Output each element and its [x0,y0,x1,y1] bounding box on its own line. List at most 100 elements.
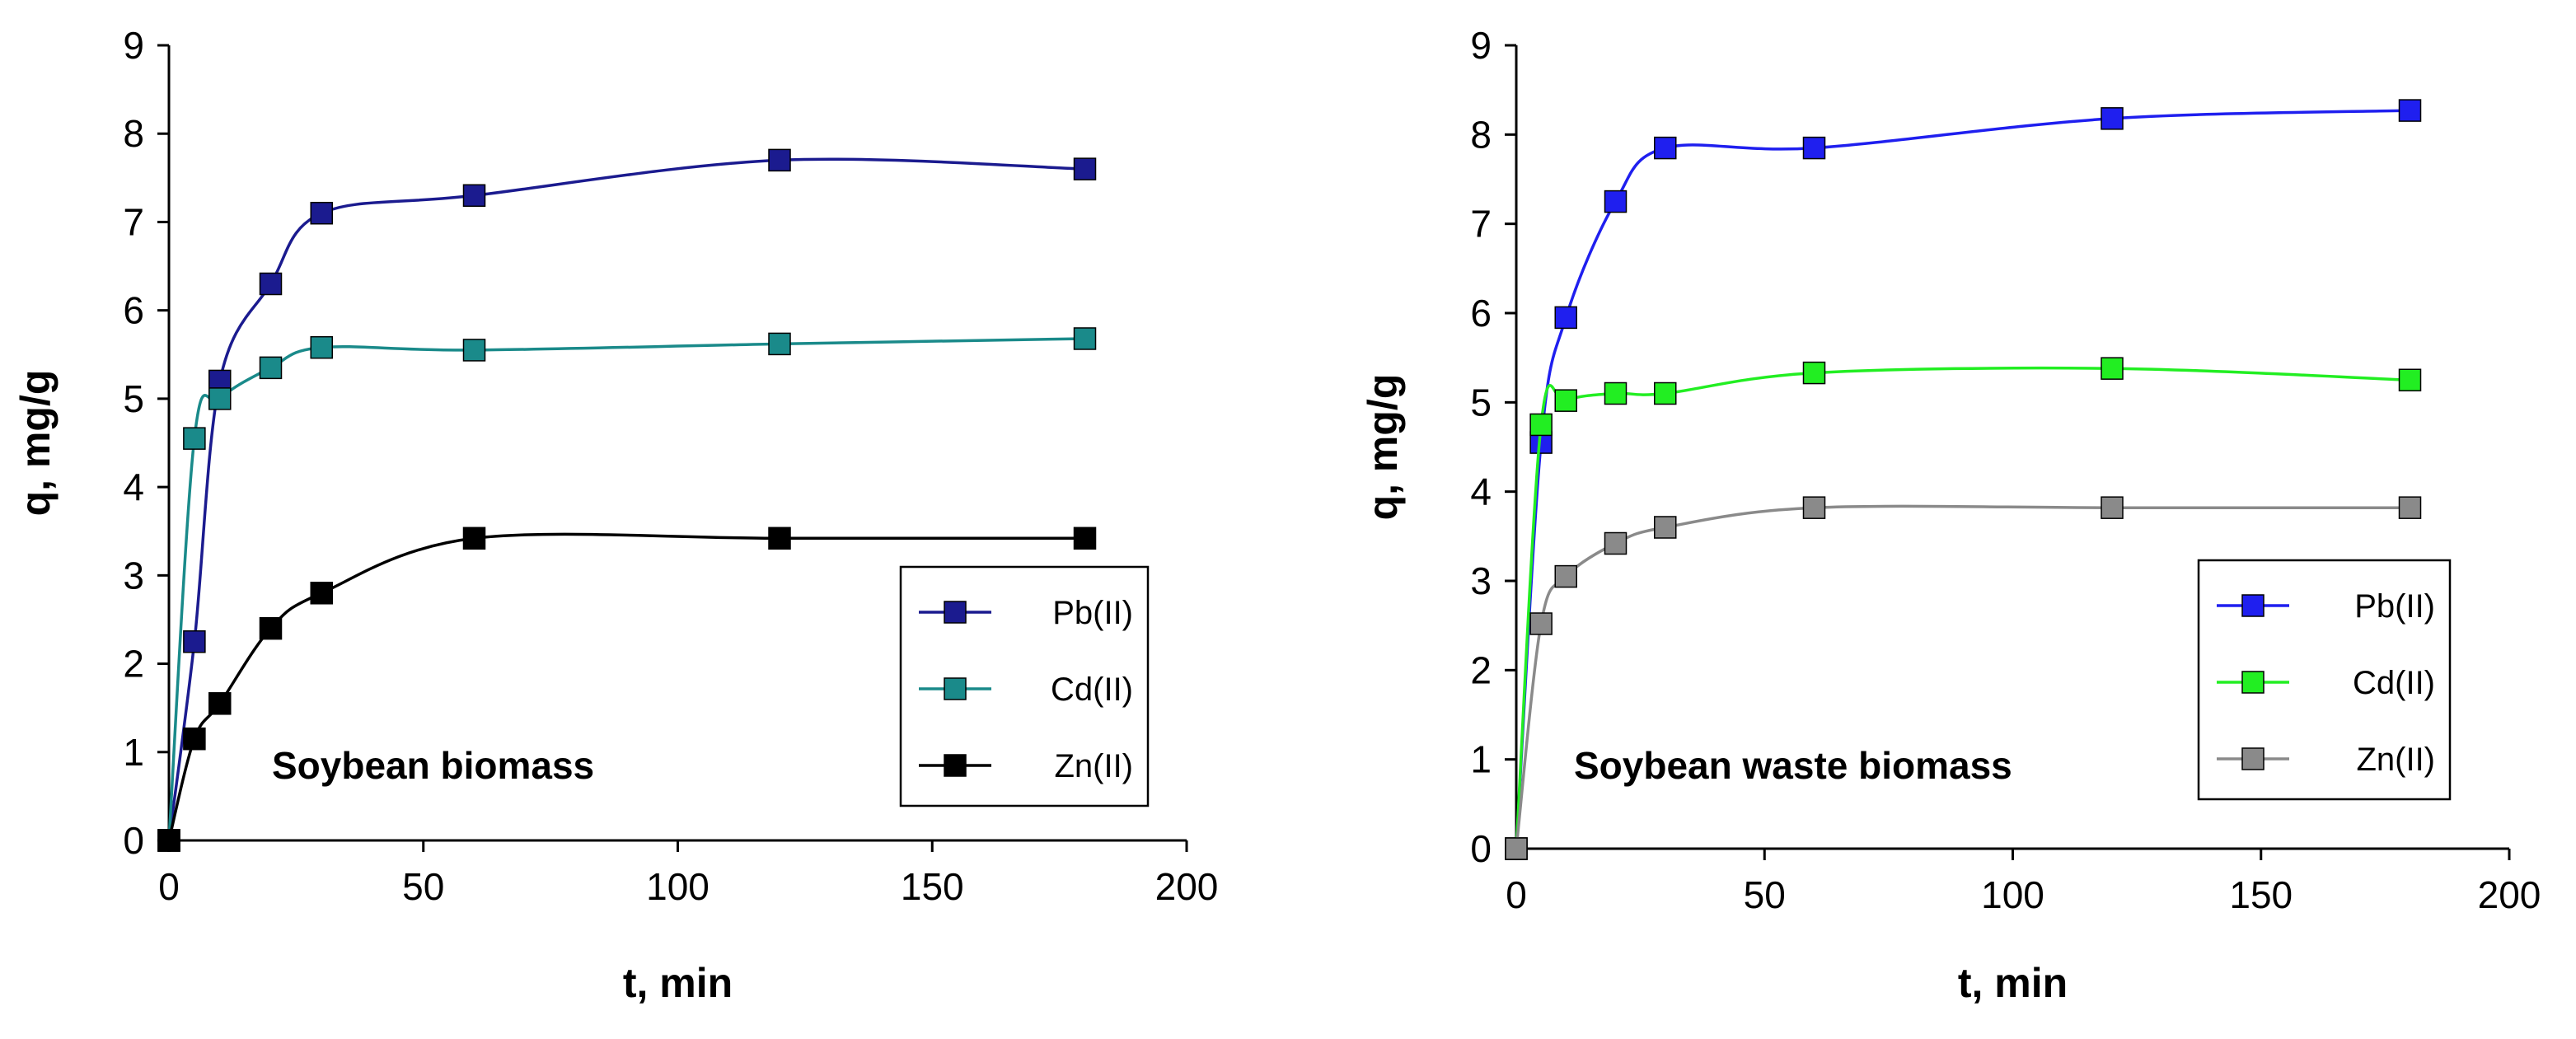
data-point-marker [2101,496,2124,519]
data-point-marker [310,201,333,225]
data-point-marker [768,527,791,550]
data-point-marker [259,616,283,640]
y-tick-label: 0 [123,819,144,862]
legend-marker [944,754,967,777]
y-tick-label: 7 [123,200,144,243]
y-tick-label: 2 [1470,648,1492,691]
y-tick-label: 9 [123,24,144,67]
y-tick-label: 4 [1470,470,1492,513]
data-point-marker [1554,564,1577,588]
x-tick-label: 150 [2229,873,2293,916]
data-point-marker [1604,190,1628,213]
y-axis-label: q, mg/g [1360,374,1406,521]
data-point-marker [1604,531,1628,555]
series-zn-ii- [157,527,1097,852]
legend-label: Zn(II) [1054,748,1133,784]
x-axis-label: t, min [1958,960,2068,1006]
y-tick-label: 5 [1470,381,1492,424]
data-point-marker [462,527,486,550]
y-tick-label: 3 [1470,559,1492,602]
legend-marker [2241,747,2265,770]
y-tick-label: 8 [1470,113,1492,156]
legend-label: Cd(II) [2353,665,2435,701]
data-point-marker [1802,496,1826,519]
data-point-marker [1802,136,1826,160]
data-point-marker [1554,306,1577,330]
legend-marker [944,677,967,700]
data-point-marker [2398,496,2422,519]
x-tick-label: 100 [646,865,710,908]
data-point-marker [157,829,180,852]
y-tick-label: 5 [123,377,144,420]
legend-label: Zn(II) [2356,742,2435,778]
x-tick-label: 0 [158,865,180,908]
series-pb-ii- [1505,99,2422,860]
data-point-marker [1654,381,1677,405]
data-point-marker [2398,368,2422,391]
chart-panel-2: 0 1 2 3 4 5 6 7 8 9 0 50 100 150 200 t, min q, mg/g Soybe… [1360,24,2541,1006]
data-point-marker [2398,99,2422,122]
data-point-marker [183,727,206,751]
y-tick-label: 7 [1470,203,1492,246]
data-point-marker [310,335,333,359]
data-point-marker [1802,361,1826,385]
chart-panel-1: 0 1 2 3 4 5 6 7 8 9 0 50 100 150 200 t, min q, mg/g Soybe… [12,24,1218,1006]
data-point-marker [1654,516,1677,539]
data-point-marker [1073,527,1097,550]
legend-marker [2241,594,2265,617]
y-tick-label: 8 [123,112,144,155]
x-tick-label: 200 [2478,873,2541,916]
data-point-marker [462,339,486,362]
data-point-marker [2101,357,2124,380]
y-tick-label: 2 [123,643,144,686]
y-axis-label: q, mg/g [12,370,59,517]
legend-label: Pb(II) [1052,595,1133,631]
y-tick-label: 0 [1470,827,1492,870]
data-point-marker [1554,389,1577,412]
data-point-marker [1529,413,1553,437]
data-point-marker [2101,107,2124,130]
data-point-marker [208,387,232,410]
legend-marker [2241,671,2265,694]
series-pb-ii- [157,148,1097,852]
data-point-marker [259,356,283,380]
data-point-marker [183,427,206,450]
chart-annotation: Soybean biomass [272,744,594,787]
y-tick-label: 9 [1470,24,1492,67]
data-point-marker [310,582,333,605]
legend-label: Cd(II) [1051,672,1133,708]
y-tick-label: 1 [1470,738,1492,781]
x-tick-label: 150 [901,865,964,908]
data-point-marker [1505,837,1528,860]
data-point-marker [462,184,486,208]
legend-marker [944,601,967,624]
data-point-marker [1654,136,1677,160]
y-tick-label: 6 [1470,292,1492,335]
y-tick-label: 6 [123,289,144,332]
x-axis-label: t, min [623,960,733,1006]
x-tick-label: 100 [1981,873,2044,916]
series-zn-ii- [1505,496,2422,860]
data-point-marker [768,148,791,172]
legend: Pb(II) Cd(II) Zn(II) [2197,559,2452,801]
x-tick-label: 200 [1155,865,1219,908]
data-point-marker [1529,612,1553,635]
data-point-marker [259,272,283,296]
y-tick-label: 4 [123,466,144,508]
legend: Pb(II) Cd(II) Zn(II) [899,565,1150,807]
legend-label: Pb(II) [2354,588,2435,625]
data-point-marker [183,630,206,653]
y-tick-label: 3 [123,554,144,597]
chart-annotation: Soybean waste biomass [1574,744,2012,787]
data-point-marker [1073,327,1097,350]
data-point-marker [1073,157,1097,180]
y-tick-label: 1 [123,731,144,774]
data-point-marker [768,332,791,356]
series-cd-ii- [157,327,1097,852]
x-tick-label: 50 [402,865,444,908]
data-point-marker [208,692,232,715]
x-tick-label: 50 [1744,873,1786,916]
data-point-marker [1604,381,1628,405]
series-line [167,532,1085,841]
